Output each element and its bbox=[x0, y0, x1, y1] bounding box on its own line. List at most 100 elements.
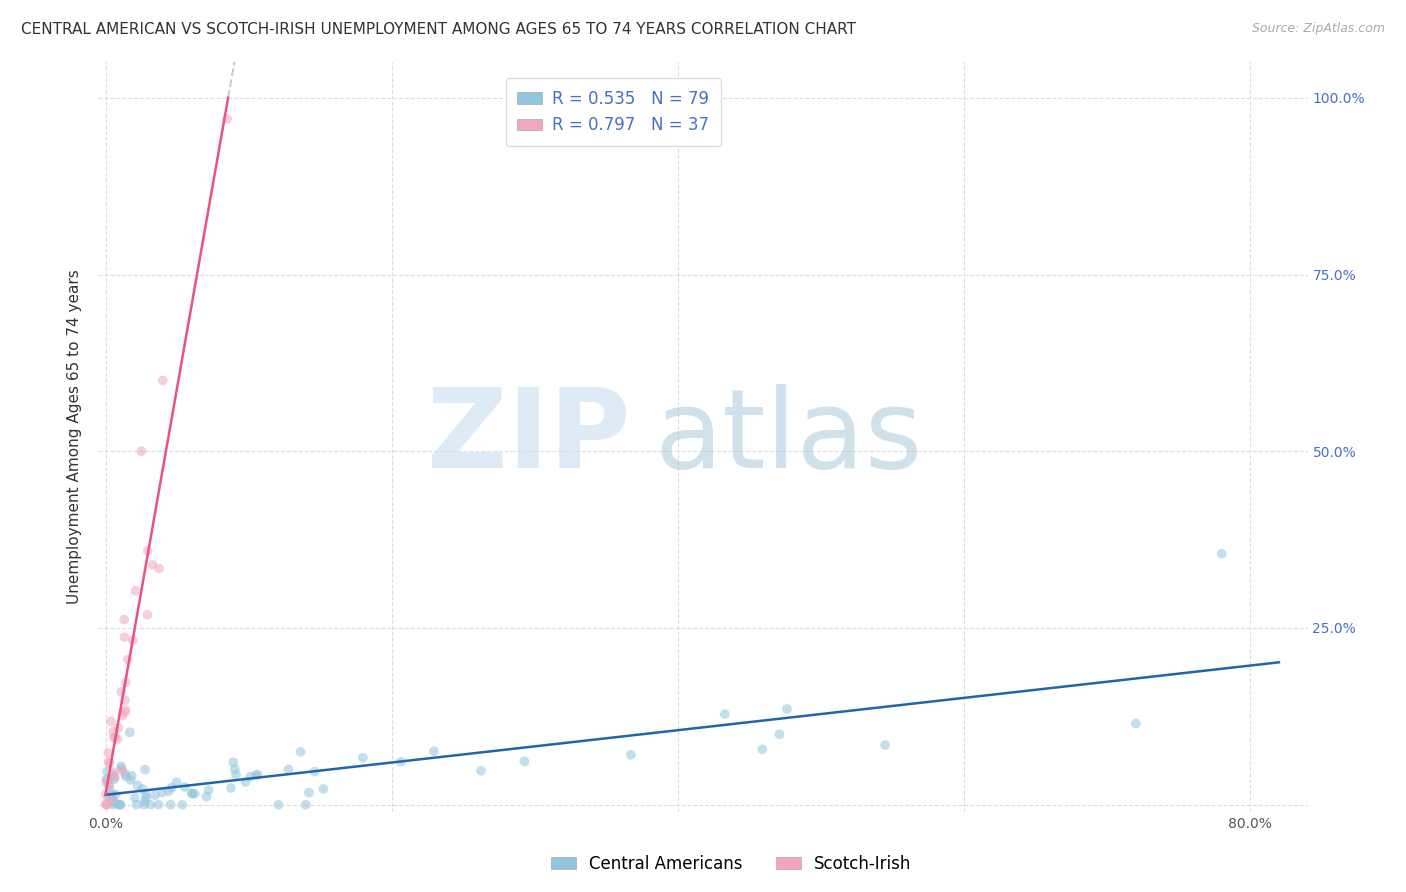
Point bbox=[107, 721, 129, 735]
Point bbox=[96, 797, 118, 812]
Point bbox=[513, 755, 536, 769]
Point bbox=[352, 750, 374, 764]
Point bbox=[111, 708, 134, 723]
Point bbox=[159, 797, 181, 812]
Point bbox=[111, 764, 134, 778]
Point bbox=[125, 583, 148, 598]
Point bbox=[1211, 547, 1233, 561]
Point bbox=[136, 543, 159, 558]
Y-axis label: Unemployment Among Ages 65 to 74 years: Unemployment Among Ages 65 to 74 years bbox=[67, 269, 83, 605]
Point bbox=[312, 781, 335, 796]
Point bbox=[152, 374, 174, 388]
Point bbox=[124, 791, 146, 805]
Point bbox=[118, 725, 141, 739]
Point bbox=[172, 797, 194, 812]
Point bbox=[197, 783, 219, 797]
Point bbox=[103, 772, 125, 787]
Point bbox=[114, 767, 136, 781]
Point bbox=[96, 772, 118, 787]
Point bbox=[101, 788, 124, 802]
Point bbox=[134, 795, 156, 809]
Point bbox=[875, 738, 897, 752]
Point bbox=[114, 703, 136, 717]
Point bbox=[225, 767, 247, 781]
Point bbox=[294, 797, 316, 812]
Point bbox=[166, 775, 188, 789]
Point bbox=[101, 767, 124, 781]
Point bbox=[195, 789, 218, 804]
Point bbox=[98, 778, 121, 792]
Point bbox=[110, 797, 132, 812]
Point bbox=[103, 724, 125, 739]
Point bbox=[181, 786, 204, 800]
Point bbox=[103, 731, 125, 745]
Point bbox=[135, 787, 157, 801]
Point bbox=[131, 781, 153, 796]
Point bbox=[141, 558, 163, 572]
Point bbox=[125, 797, 148, 812]
Legend: R = 0.535   N = 79, R = 0.797   N = 37: R = 0.535 N = 79, R = 0.797 N = 37 bbox=[506, 78, 721, 146]
Point bbox=[127, 778, 149, 792]
Text: Source: ZipAtlas.com: Source: ZipAtlas.com bbox=[1251, 22, 1385, 36]
Point bbox=[620, 747, 643, 762]
Legend: Central Americans, Scotch-Irish: Central Americans, Scotch-Irish bbox=[544, 848, 918, 880]
Text: atlas: atlas bbox=[655, 384, 924, 491]
Point bbox=[423, 744, 446, 758]
Point bbox=[94, 797, 117, 811]
Point bbox=[114, 630, 136, 644]
Point bbox=[114, 705, 136, 719]
Point bbox=[1125, 716, 1147, 731]
Point bbox=[101, 797, 124, 812]
Point bbox=[114, 675, 136, 690]
Point bbox=[180, 787, 202, 801]
Point bbox=[222, 756, 245, 770]
Point bbox=[219, 780, 242, 795]
Point bbox=[103, 794, 125, 808]
Point bbox=[183, 787, 205, 801]
Text: ZIP: ZIP bbox=[427, 384, 630, 491]
Point bbox=[117, 652, 139, 666]
Point bbox=[139, 797, 162, 812]
Point bbox=[97, 778, 120, 792]
Point bbox=[100, 714, 122, 729]
Point bbox=[97, 746, 120, 760]
Point bbox=[298, 786, 321, 800]
Point bbox=[157, 784, 180, 798]
Point bbox=[768, 727, 790, 741]
Point bbox=[245, 768, 267, 782]
Point bbox=[714, 707, 737, 722]
Point bbox=[135, 790, 157, 805]
Point bbox=[110, 684, 132, 698]
Point bbox=[235, 775, 257, 789]
Point bbox=[136, 607, 159, 622]
Point bbox=[98, 783, 121, 797]
Point bbox=[94, 787, 117, 801]
Point bbox=[148, 561, 170, 575]
Point bbox=[103, 769, 125, 783]
Point bbox=[290, 745, 312, 759]
Point bbox=[304, 764, 326, 779]
Point bbox=[110, 759, 132, 773]
Point bbox=[94, 775, 117, 789]
Point bbox=[239, 770, 262, 784]
Point bbox=[114, 769, 136, 783]
Point bbox=[97, 755, 120, 769]
Point bbox=[97, 789, 120, 804]
Point bbox=[150, 786, 173, 800]
Point bbox=[470, 764, 492, 778]
Point bbox=[110, 761, 132, 775]
Point bbox=[100, 791, 122, 805]
Point bbox=[97, 773, 120, 788]
Point bbox=[131, 444, 153, 458]
Text: CENTRAL AMERICAN VS SCOTCH-IRISH UNEMPLOYMENT AMONG AGES 65 TO 74 YEARS CORRELAT: CENTRAL AMERICAN VS SCOTCH-IRISH UNEMPLO… bbox=[21, 22, 856, 37]
Point bbox=[217, 112, 239, 126]
Point bbox=[96, 797, 118, 812]
Point bbox=[389, 755, 412, 769]
Point bbox=[104, 796, 127, 810]
Point bbox=[110, 797, 132, 812]
Point bbox=[107, 797, 129, 812]
Point bbox=[112, 613, 135, 627]
Point bbox=[104, 788, 127, 802]
Point bbox=[143, 788, 166, 802]
Point bbox=[120, 772, 142, 787]
